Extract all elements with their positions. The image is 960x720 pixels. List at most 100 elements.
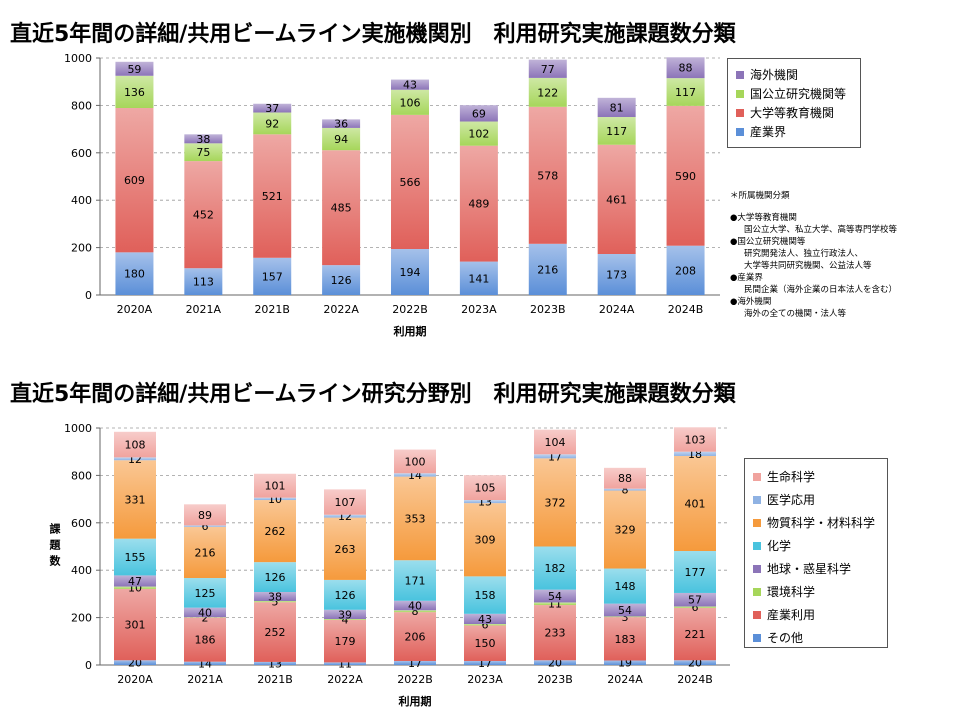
y-tick-label: 400 [71,564,92,577]
bar-segment [464,625,506,661]
bar-segment [597,253,636,295]
legend-item: 海外機関 [736,65,852,84]
legend-item: 化学 [753,534,879,557]
x-tick-label: 2021B [254,303,290,316]
bar-segment [459,145,498,262]
data-label: 39 [338,608,352,621]
bar-segment [115,75,154,109]
legend-swatch [736,108,744,117]
data-label: 171 [405,575,426,588]
bar-segment [184,526,226,579]
data-label: 183 [615,633,636,646]
bar-segment [597,97,636,118]
note-description: 海外の全ての機関・法人等 [744,309,847,319]
data-label: 173 [606,268,627,281]
bar-segment [184,134,223,144]
bar-segment [674,451,716,456]
data-label: 372 [545,496,566,509]
data-label: 461 [606,193,627,206]
bar-segment [254,497,296,501]
x-tick-label: 2021A [187,673,223,686]
bar-segment [528,59,567,78]
bar-segment [597,144,636,254]
x-tick-label: 2024A [607,673,643,686]
y-tick-label: 1000 [64,422,92,435]
data-label: 59 [127,63,141,76]
chart-1-legend: 海外機関 国公立研究機関等 大学等教育機関 産業界 [727,58,861,148]
bar-segment [324,619,366,663]
bar-segment [322,265,361,295]
data-label: 108 [125,439,146,452]
bar-segment [464,613,506,624]
legend-item: その他 [753,626,879,649]
bar-segment [322,150,361,266]
legend-label: その他 [767,631,804,645]
bar-segment [254,473,296,498]
legend-swatch [753,495,761,504]
x-tick-label: 2021A [186,303,222,316]
note-heading: ＊所属機関分類 [730,191,790,201]
bar-segment [322,119,361,128]
data-label: 101 [265,480,286,493]
data-label: 329 [615,524,636,537]
y-tick-label: 200 [71,242,92,255]
data-label: 104 [545,436,566,449]
bar-segment [464,623,506,626]
x-tick-label: 2024B [677,673,713,686]
note-description: 国公立大学、私立大学、高等専門学校等 [744,225,898,235]
bar-segment [114,660,156,665]
bar-segment [459,121,498,146]
data-label: 38 [268,591,282,604]
bar-segment [534,429,576,455]
bar-segment [464,503,506,577]
chart-1-plot: 0 200 400 600 800 1000 180 609 136 59 2020A 113 452 7… [64,52,720,338]
y-tick-label: 800 [71,469,92,482]
legend-label: 産業界 [750,125,787,139]
data-label: 6 [202,520,209,533]
bar-segment [253,103,292,113]
legend-swatch [753,633,761,642]
bar-segment [184,525,226,527]
data-label: 105 [475,482,496,495]
data-label: 88 [618,472,632,485]
data-label: 262 [265,525,286,538]
chart-2-legend: 生命科学 医学応用 物質科学・材料科学 化学 地球・惑星科学 環境科学 産業利用 その他 [744,458,888,648]
data-label: 117 [675,86,696,99]
data-label: 77 [541,63,555,76]
legend-swatch [753,541,761,550]
data-label: 452 [193,209,214,222]
data-label: 566 [400,176,421,189]
data-label: 206 [405,631,426,644]
bar-segment [534,458,576,547]
data-label: 177 [685,566,706,579]
data-label: 125 [195,587,216,600]
x-tick-label: 2022B [392,303,428,316]
bar-segment [114,575,156,587]
legend-label: 医学応用 [767,493,816,507]
x-tick-label: 2022B [397,673,433,686]
data-label: 252 [265,626,286,639]
legend-label: 地球・惑星科学 [767,562,852,576]
bar-segment [674,660,716,665]
y-tick-label: 600 [71,147,92,160]
data-label: 92 [265,117,279,130]
legend-label: 化学 [767,539,792,553]
data-label: 126 [331,274,352,287]
y-tick-label: 1000 [64,52,92,65]
bar-segment [666,245,705,295]
legend-label: 環境科学 [767,585,816,599]
data-label: 40 [198,606,212,619]
data-label: 106 [400,96,421,109]
data-label: 136 [124,86,145,99]
data-label: 141 [468,272,489,285]
y-tick-label: 400 [71,194,92,207]
data-label: 150 [475,637,496,650]
legend-label: 物質科学・材料科学 [767,516,876,530]
data-label: 75 [196,146,210,159]
bar-segment [391,89,429,115]
x-tick-label: 2023B [537,673,573,686]
data-label: 69 [472,107,486,120]
data-label: 182 [545,562,566,575]
data-label: 94 [334,133,348,146]
bar-segment [184,578,226,608]
